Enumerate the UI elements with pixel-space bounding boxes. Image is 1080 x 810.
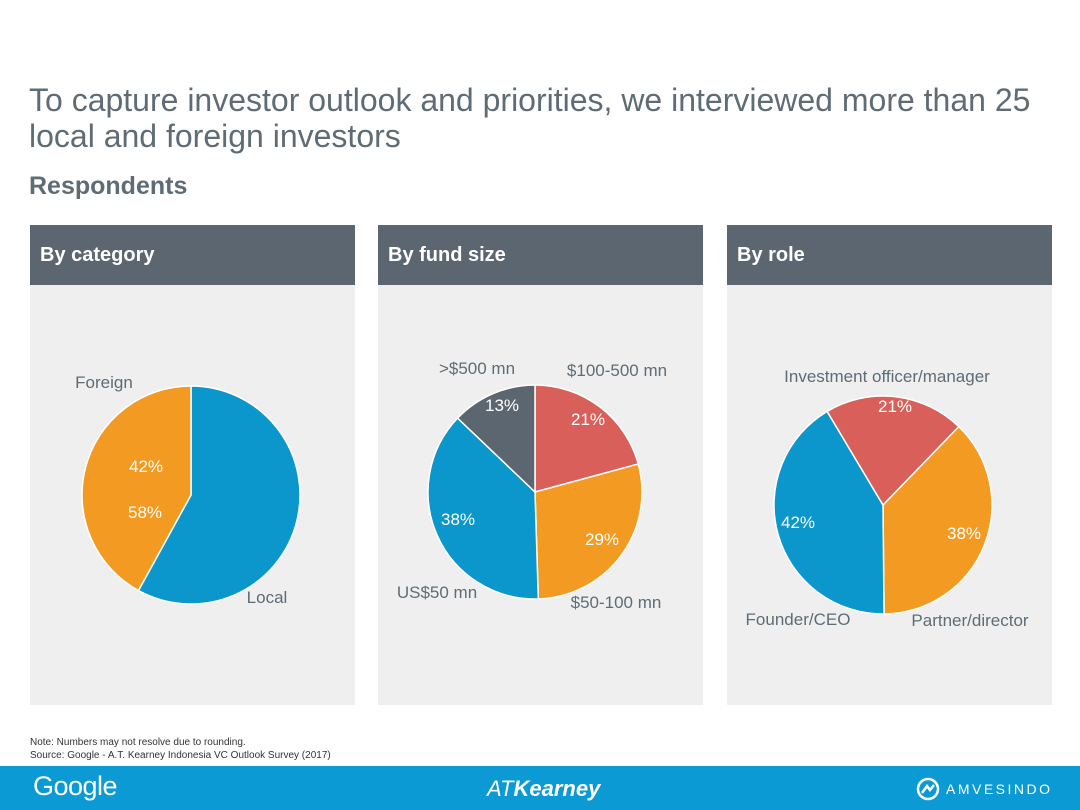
slice-category-label: $100-500 mn [567, 361, 667, 380]
google-logo: Google [33, 771, 118, 801]
slice-category-label: Local [247, 588, 288, 607]
footnote: Note: Numbers may not resolve due to rou… [30, 736, 331, 762]
slice-category-label: US$50 mn [397, 583, 477, 602]
slice-category-label: Partner/director [911, 611, 1028, 630]
atkearney-logo-prefix: AT [487, 776, 514, 801]
pie-chart-by-role: 38% Partner/director 42% Founder/CEO 21% Inve… [746, 367, 1029, 630]
source-note: Source: Google - A.T. Kearney Indonesia … [30, 750, 331, 761]
pie-slice-partner-director [882, 425, 993, 615]
pie-chart-by-category: 58% Local 42% Foreign [75, 373, 301, 607]
panel-header: By fund size [378, 225, 703, 285]
panel-header: By role [727, 225, 1052, 285]
pie-slice-50-100-mn [534, 463, 643, 600]
slice-percent-label: 21% [878, 397, 912, 416]
panel-header: By category [30, 225, 355, 285]
amvesindo-logo-text: AMVESINDO [946, 781, 1053, 797]
slice-category-label: Foreign [75, 373, 133, 392]
amvesindo-logo: AMVESINDO [916, 776, 1053, 802]
pie-slice-100-500-mn [534, 384, 640, 493]
amvesindo-mark-icon [916, 777, 940, 801]
pie-slice-500-mn [456, 384, 536, 494]
slice-percent-label: 29% [585, 530, 619, 549]
slice-category-label: $50-100 mn [571, 593, 662, 612]
pie-slice-investment-officer-manager [826, 395, 960, 507]
slice-percent-label: 42% [781, 513, 815, 532]
panel-by-role: By role 38% Partner/director 42% Founder/CE… [727, 225, 1052, 705]
slice-percent-label: 58% [128, 503, 162, 522]
rounding-note: Note: Numbers may not resolve due to rou… [30, 737, 246, 748]
atkearney-logo: ATKearney [487, 776, 600, 802]
slice-percent-label: 13% [485, 396, 519, 415]
page-title: To capture investor outlook and prioriti… [29, 82, 1031, 154]
slice-category-label: Investment officer/manager [784, 367, 990, 386]
section-subtitle: Respondents [29, 172, 188, 200]
panel-by-category: By category 58% Local 42% Foreign [30, 225, 355, 705]
slice-percent-label: 38% [441, 510, 475, 529]
slice-category-label: >$500 mn [439, 359, 515, 378]
panel-by-fund-size: By fund size 21% $100-500 mn 29% $50-100 mn… [378, 225, 703, 705]
atkearney-logo-name: Kearney [513, 776, 601, 801]
slice-category-label: Founder/CEO [746, 610, 851, 629]
pie-slice-us-50-mn [427, 417, 540, 600]
slice-percent-label: 42% [129, 457, 163, 476]
slice-percent-label: 38% [947, 524, 981, 543]
pie-chart-by-fund-size: 21% $100-500 mn 29% $50-100 mn 38% US$50 mn 13… [397, 359, 667, 612]
footer-bar: Google ATKearney AMVESINDO [0, 766, 1080, 810]
pie-slice-local [137, 385, 301, 605]
pie-slice-foreign [81, 385, 192, 592]
slice-percent-label: 21% [571, 410, 605, 429]
